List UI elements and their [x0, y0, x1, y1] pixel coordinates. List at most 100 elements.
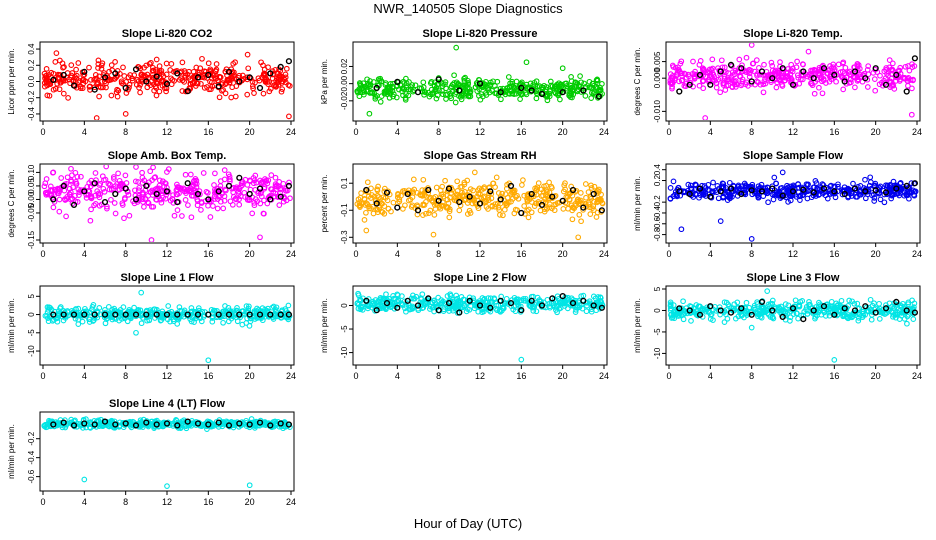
summary-point [528, 190, 535, 198]
data-point [492, 83, 498, 89]
summary-point [205, 421, 212, 428]
data-point [842, 64, 849, 71]
data-point [467, 93, 474, 100]
data-point [255, 75, 262, 82]
data-point [77, 85, 84, 92]
x-tick-label: 0 [353, 371, 358, 381]
panel-3: Slope Li-820 Temp.0 4 8 12 16 20 24-0.0100.000… [633, 28, 922, 137]
data-point [192, 176, 199, 182]
data-point [236, 423, 242, 430]
x-tick-label: 20 [558, 371, 568, 381]
x-tick-label: 12 [788, 127, 798, 137]
data-point [108, 62, 115, 68]
data-point [188, 305, 195, 311]
data-point [587, 194, 594, 200]
data-point [232, 93, 239, 100]
data-point [147, 82, 154, 88]
data-point [225, 318, 232, 325]
data-point [68, 165, 74, 172]
data-point [679, 77, 686, 84]
summary-point [727, 61, 735, 69]
data-point [533, 78, 540, 85]
data-point [187, 185, 194, 192]
data-point [897, 190, 904, 196]
summary-point [50, 196, 57, 203]
data-point [217, 183, 224, 189]
data-point [897, 180, 904, 186]
data-point [87, 217, 94, 224]
data-point [126, 81, 133, 88]
summary-point [820, 65, 828, 72]
data-point [434, 92, 441, 99]
data-point [573, 187, 580, 194]
data-point [158, 67, 165, 74]
data-point [85, 192, 92, 198]
data-point [204, 84, 210, 90]
summary-point [696, 185, 704, 192]
data-point [748, 184, 754, 191]
data-point [121, 196, 128, 203]
data-point [442, 81, 448, 88]
summary-point [236, 420, 243, 427]
data-point [99, 423, 106, 430]
plot-frame [39, 285, 295, 366]
data-point [478, 186, 485, 193]
data-point [582, 93, 589, 99]
data-point [554, 200, 561, 206]
summary-point [70, 311, 78, 318]
summary-point [246, 311, 253, 318]
data-point [201, 312, 208, 318]
data-point [876, 300, 882, 307]
data-point [251, 202, 258, 209]
data-point [50, 86, 57, 93]
y-tick-label: 0.10 [27, 164, 36, 180]
data-point [816, 72, 823, 79]
y-tick-label: -0.2 [27, 90, 36, 104]
data-point [795, 181, 801, 187]
summary-point [112, 190, 119, 198]
data-point [505, 74, 512, 80]
data-point [261, 77, 268, 83]
outlier-point [805, 48, 812, 55]
data-point [132, 187, 138, 194]
outlier-point [717, 218, 724, 224]
y-tick-label: -0.3 [340, 230, 349, 244]
data-point [564, 85, 571, 92]
x-tick-label: 8 [749, 127, 754, 137]
data-point [788, 61, 795, 68]
data-point [753, 57, 760, 63]
summary-point [256, 311, 264, 318]
data-point [911, 304, 917, 310]
summary-point [132, 66, 140, 73]
data-point [111, 176, 117, 182]
data-point [844, 186, 851, 192]
data-point [904, 192, 911, 199]
data-point [752, 306, 759, 313]
summary-point [101, 418, 109, 425]
summary-point [862, 303, 869, 310]
data-point [461, 179, 468, 186]
summary-point [60, 71, 67, 79]
data-point [872, 87, 879, 94]
data-point [152, 83, 159, 90]
summary-point [903, 182, 910, 190]
y-axis-label: degrees C per min. [633, 47, 642, 115]
data-point [552, 90, 559, 97]
summary-point [738, 65, 745, 72]
data-point [816, 84, 822, 91]
summary-point [717, 188, 724, 195]
data-point [466, 306, 473, 313]
x-tick-label: 24 [599, 127, 609, 137]
data-point [385, 89, 391, 96]
summary-point [872, 187, 879, 194]
summary-point [717, 307, 724, 314]
outlier-point [748, 324, 755, 331]
data-point [809, 82, 816, 89]
summary-point [810, 307, 817, 314]
data-point [398, 192, 404, 199]
data-point [234, 305, 240, 311]
summary-point [163, 311, 171, 318]
summary-point [194, 311, 202, 318]
data-point [68, 177, 74, 184]
data-point [717, 75, 724, 81]
